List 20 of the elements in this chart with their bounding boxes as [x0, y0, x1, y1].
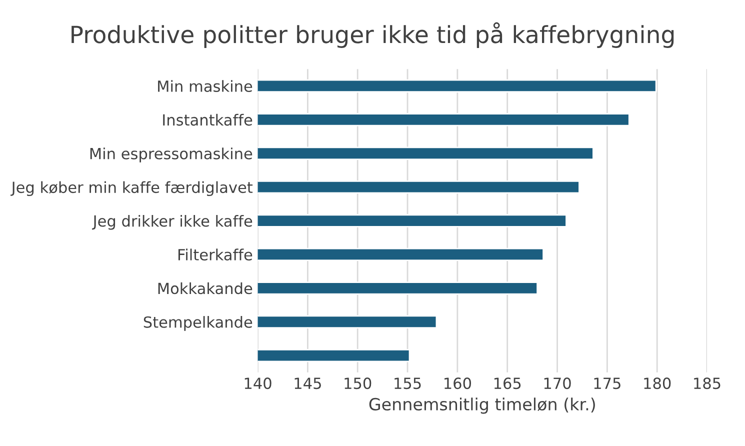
- x-tick-label: 170: [544, 378, 571, 390]
- x-tick-label: 165: [494, 378, 521, 390]
- y-tick-label: Jeg drikker ikke kaffe: [92, 214, 252, 230]
- x-tick-label: 160: [444, 378, 471, 390]
- chart-title: Produktive politter bruger ikke tid på kaffebrygning: [72, 22, 674, 48]
- x-tick-label: 185: [694, 378, 720, 390]
- y-tick-label: Instantkaffe: [163, 114, 252, 126]
- y-tick-label: Min espressomaskine: [90, 148, 252, 162]
- x-tick-label: 155: [394, 378, 421, 390]
- x-tick-label: 175: [594, 378, 620, 390]
- y-tick-label: Jeg køber min kaffe færdiglavet: [10, 181, 253, 196]
- x-tick-label: 140: [244, 378, 272, 390]
- y-tick-label: Stempelkande: [144, 316, 252, 331]
- x-tick-label: 145: [294, 378, 321, 390]
- y-tick-label: Mokkakande: [158, 282, 252, 294]
- x-tick-label: 150: [344, 378, 372, 390]
- x-tick-label: 180: [644, 378, 671, 390]
- x-axis-title: Gennemsnitlig timeløn (kr.): [369, 398, 595, 414]
- y-tick-label: Min maskine: [158, 80, 252, 92]
- y-tick-label: Filterkaffe: [178, 248, 252, 260]
